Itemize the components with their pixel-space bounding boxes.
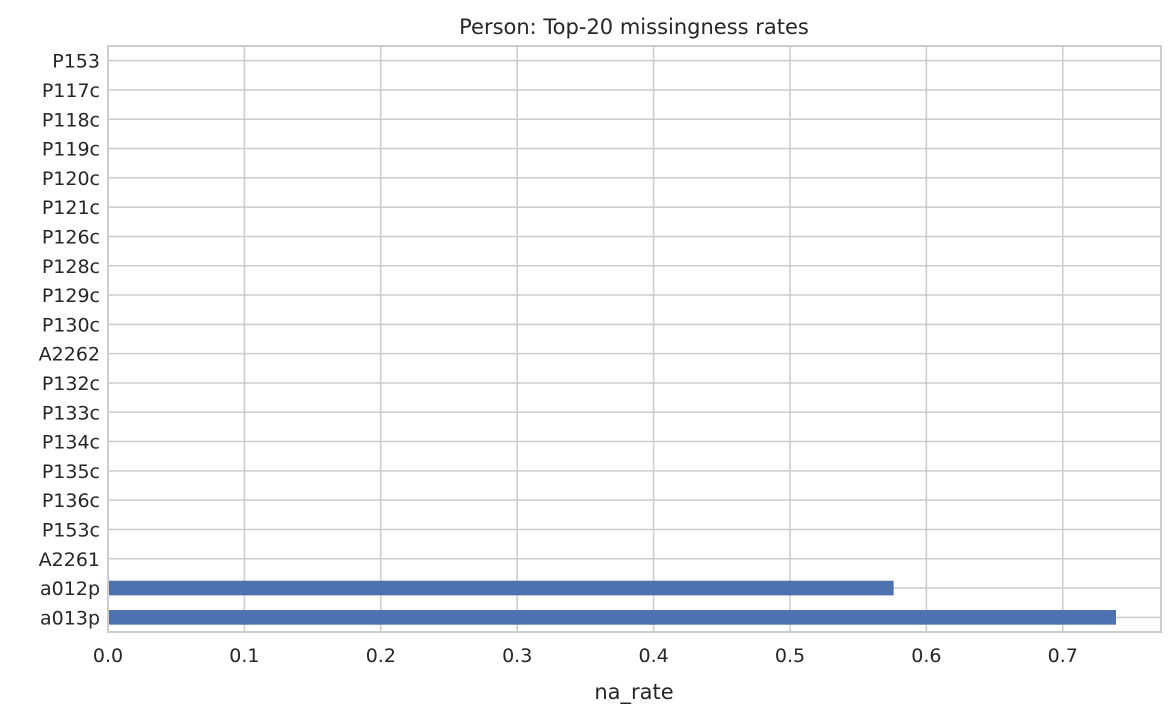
x-axis-label: na_rate	[594, 680, 673, 705]
grid-lines	[107, 46, 1161, 632]
y-tick-label: P129c	[42, 285, 100, 307]
plot-frame	[107, 45, 1162, 633]
y-tick-label: A2261	[39, 549, 100, 571]
y-tick-label: P135c	[42, 461, 100, 483]
bars	[108, 580, 1116, 625]
y-tick-label: P126c	[42, 226, 100, 248]
x-tick-label: 0.4	[638, 645, 668, 667]
x-tick-label: 0.1	[229, 645, 259, 667]
y-tick-label: P118c	[42, 109, 100, 131]
bar	[108, 580, 894, 596]
y-tick-label: P153c	[42, 519, 100, 541]
x-tick-label: 0.3	[502, 645, 532, 667]
x-tick-label: 0.7	[1048, 645, 1078, 667]
x-tick-label: 0.2	[366, 645, 396, 667]
y-tick-label: P132c	[42, 373, 100, 395]
x-tick-label: 0.5	[775, 645, 805, 667]
x-tick-label: 0.6	[911, 645, 941, 667]
y-tick-label: a013p	[40, 607, 100, 629]
chart-title: Person: Top-20 missingness rates	[459, 15, 809, 39]
y-tick-label: P128c	[42, 256, 100, 278]
y-tick-label: P136c	[42, 490, 100, 512]
y-tick-label: A2262	[39, 344, 100, 366]
y-tick-label: P120c	[42, 168, 100, 190]
bar	[108, 610, 1116, 625]
y-tick-label: P130c	[42, 314, 100, 336]
y-tick-label: P153	[52, 51, 100, 73]
y-tick-label: a012p	[40, 578, 100, 600]
x-tick-label: 0.0	[93, 645, 123, 667]
y-tick-label: P119c	[42, 139, 100, 161]
y-tick-label: P133c	[42, 402, 100, 424]
y-tick-labels: P153 P117c P118c P119c P120c P121c P126c P128c P…	[39, 51, 100, 630]
x-tick-labels: 0.0 0.1 0.2 0.3 0.4 0.5 0.6 0.7	[93, 645, 1078, 667]
y-tick-label: P134c	[42, 432, 100, 454]
y-tick-label: P117c	[42, 80, 100, 102]
y-tick-label: P121c	[42, 197, 100, 219]
